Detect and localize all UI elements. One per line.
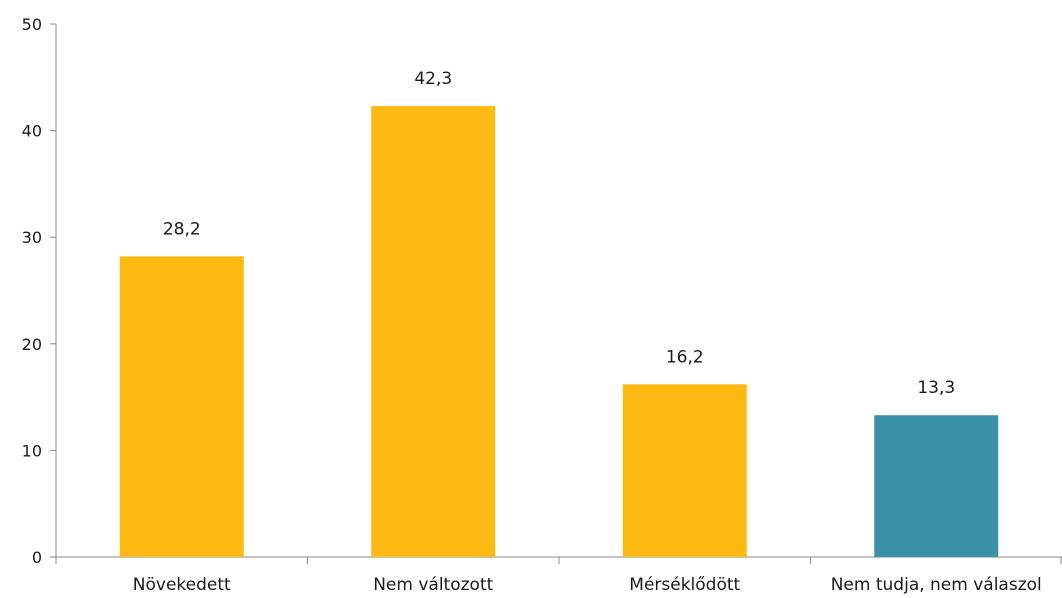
y-tick-label: 10 — [22, 441, 42, 460]
x-category-label: Mérséklődött — [629, 575, 740, 595]
bar-value-label: 42,3 — [414, 69, 452, 89]
y-tick-label: 50 — [22, 15, 42, 34]
bar-value-label: 28,2 — [163, 219, 201, 239]
y-tick-label: 20 — [22, 335, 42, 354]
y-tick-label: 30 — [22, 228, 42, 247]
y-axis: 0 10 20 30 40 50 — [22, 15, 57, 567]
x-category-label: Nem tudja, nem válaszol — [831, 575, 1042, 595]
bar — [119, 256, 244, 557]
x-category-label: Nem változott — [373, 575, 493, 595]
bar — [622, 384, 747, 557]
bar-value-label: 13,3 — [917, 378, 955, 398]
y-tick-label: 0 — [32, 548, 42, 567]
bar — [874, 415, 999, 557]
bar — [371, 106, 496, 557]
y-tick-label: 40 — [22, 122, 42, 141]
x-category-label: Növekedett — [133, 575, 231, 595]
x-axis: Növekedett Nem változott Mérséklődött Nem t… — [55, 556, 1062, 595]
bar-value-label: 16,2 — [666, 347, 704, 367]
data-labels: 28,2 42,3 16,2 13,3 — [163, 69, 955, 398]
bars — [119, 106, 999, 557]
